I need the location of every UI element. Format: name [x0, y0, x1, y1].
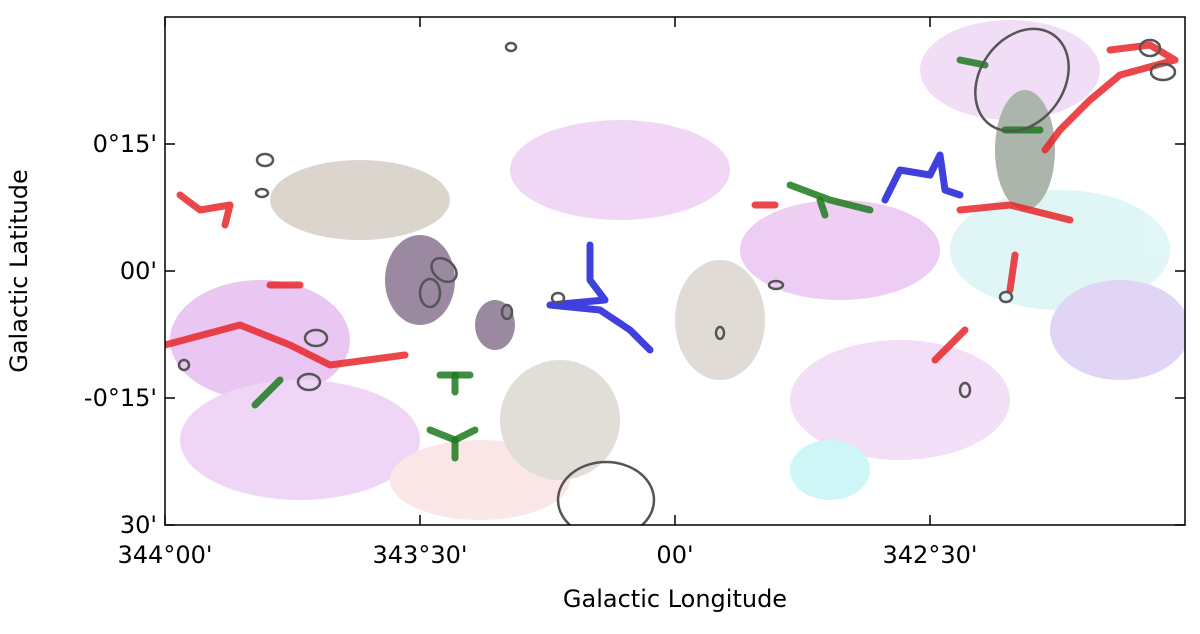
y-axis-label: Galactic Latitude — [5, 169, 33, 373]
x-tick-label: 342°30' — [883, 541, 978, 569]
x-tick-label: 344°00' — [118, 541, 213, 569]
sky-image — [165, 20, 1185, 525]
y-tick-label: 30' — [120, 511, 157, 539]
filaments — [165, 41, 1179, 462]
x-tick-label: 00' — [656, 541, 693, 569]
y-tick-label: 0°15' — [93, 130, 157, 158]
x-axis-label: Galactic Longitude — [563, 585, 787, 613]
beam-ellipses — [177, 27, 1177, 525]
x-tick-label: 343°30' — [373, 541, 468, 569]
y-tick-label: -0°15' — [84, 384, 157, 412]
y-tick-label: 00' — [120, 257, 157, 285]
